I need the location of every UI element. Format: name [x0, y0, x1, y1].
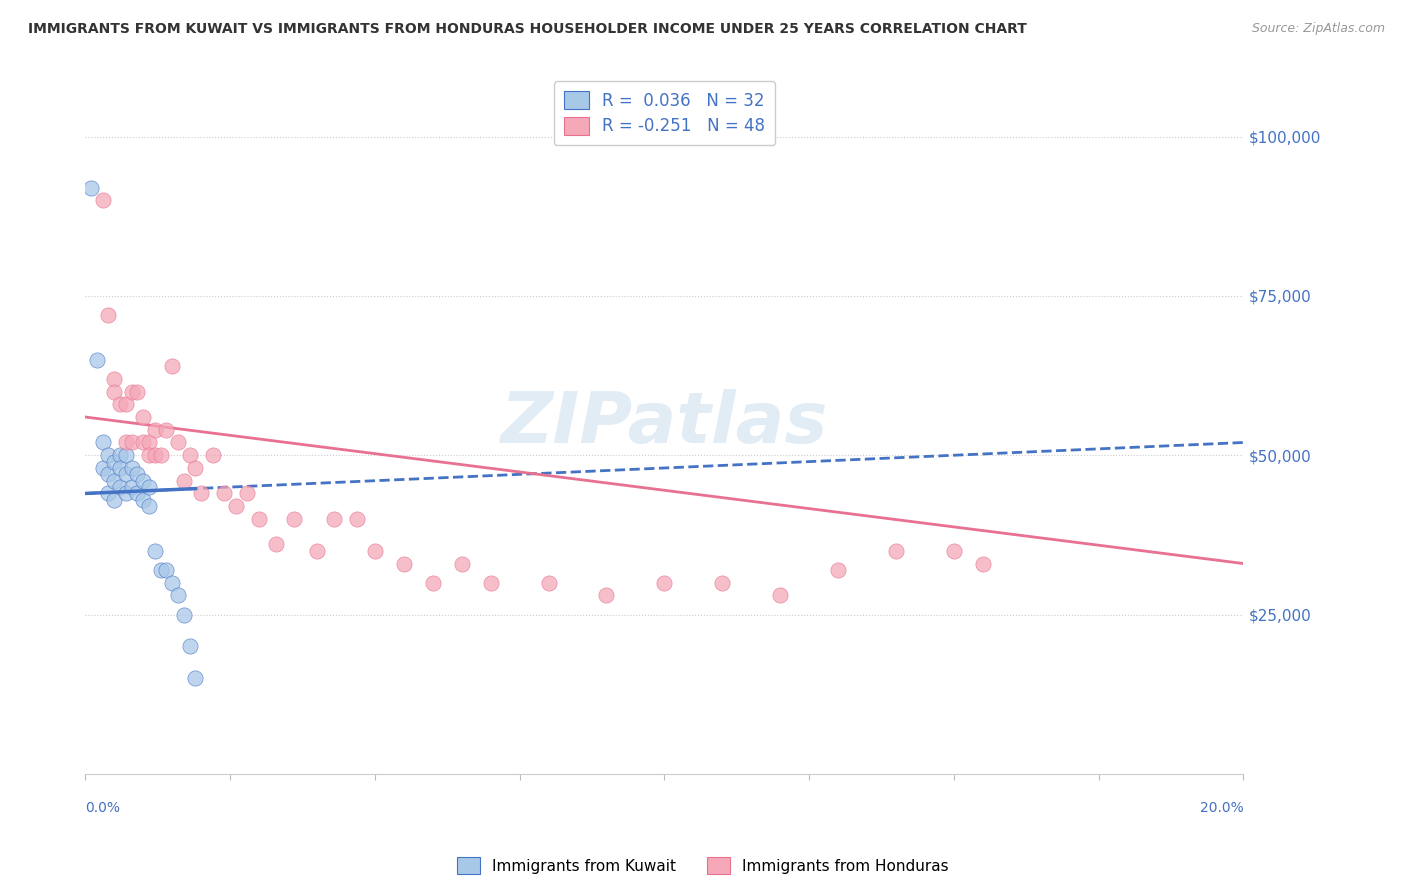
Point — [346, 512, 368, 526]
Point — [155, 423, 177, 437]
Point — [108, 461, 131, 475]
Point — [143, 543, 166, 558]
Point — [108, 448, 131, 462]
Text: Source: ZipAtlas.com: Source: ZipAtlas.com — [1251, 22, 1385, 36]
Point — [121, 480, 143, 494]
Point — [654, 575, 676, 590]
Point — [283, 512, 305, 526]
Point — [143, 423, 166, 437]
Text: IMMIGRANTS FROM KUWAIT VS IMMIGRANTS FROM HONDURAS HOUSEHOLDER INCOME UNDER 25 Y: IMMIGRANTS FROM KUWAIT VS IMMIGRANTS FRO… — [28, 22, 1026, 37]
Point — [167, 435, 190, 450]
Point — [266, 537, 288, 551]
Point — [450, 557, 472, 571]
Point — [121, 461, 143, 475]
Point — [97, 308, 120, 322]
Point — [114, 467, 136, 482]
Point — [173, 607, 195, 622]
Point — [80, 180, 103, 194]
Point — [167, 588, 190, 602]
Point — [114, 448, 136, 462]
Legend: Immigrants from Kuwait, Immigrants from Honduras: Immigrants from Kuwait, Immigrants from … — [451, 851, 955, 880]
Point — [769, 588, 792, 602]
Point — [91, 461, 114, 475]
Point — [537, 575, 560, 590]
Point — [149, 448, 172, 462]
Point — [132, 492, 155, 507]
Text: ZIPatlas: ZIPatlas — [501, 389, 828, 458]
Point — [108, 480, 131, 494]
Point — [103, 372, 125, 386]
Point — [711, 575, 734, 590]
Point — [91, 194, 114, 208]
Point — [86, 352, 108, 367]
Point — [138, 435, 160, 450]
Point — [155, 563, 177, 577]
Point — [214, 486, 236, 500]
Point — [114, 435, 136, 450]
Point — [884, 543, 907, 558]
Point — [132, 435, 155, 450]
Text: 20.0%: 20.0% — [1199, 801, 1243, 815]
Point — [184, 461, 207, 475]
Text: 0.0%: 0.0% — [86, 801, 121, 815]
Point — [127, 486, 149, 500]
Point — [97, 486, 120, 500]
Point — [236, 486, 259, 500]
Point — [160, 575, 183, 590]
Point — [149, 563, 172, 577]
Point — [127, 384, 149, 399]
Point — [364, 543, 387, 558]
Point — [422, 575, 444, 590]
Point — [97, 448, 120, 462]
Point — [97, 467, 120, 482]
Point — [103, 492, 125, 507]
Point — [305, 543, 328, 558]
Point — [160, 359, 183, 373]
Point — [114, 486, 136, 500]
Point — [201, 448, 224, 462]
Point — [190, 486, 212, 500]
Point — [103, 454, 125, 468]
Point — [323, 512, 346, 526]
Point — [972, 557, 994, 571]
Point — [138, 448, 160, 462]
Point — [114, 397, 136, 411]
Point — [132, 410, 155, 425]
Point — [595, 588, 617, 602]
Point — [121, 435, 143, 450]
Point — [225, 499, 247, 513]
Point — [942, 543, 965, 558]
Point — [108, 397, 131, 411]
Point — [103, 384, 125, 399]
Point — [103, 474, 125, 488]
Legend: R =  0.036   N = 32, R = -0.251   N = 48: R = 0.036 N = 32, R = -0.251 N = 48 — [554, 81, 775, 145]
Point — [138, 480, 160, 494]
Point — [91, 435, 114, 450]
Point — [179, 448, 201, 462]
Point — [127, 467, 149, 482]
Point — [179, 640, 201, 654]
Point — [132, 474, 155, 488]
Point — [143, 448, 166, 462]
Point — [392, 557, 415, 571]
Point — [184, 671, 207, 685]
Point — [247, 512, 270, 526]
Point — [138, 499, 160, 513]
Point — [827, 563, 849, 577]
Point — [479, 575, 502, 590]
Point — [173, 474, 195, 488]
Point — [121, 384, 143, 399]
